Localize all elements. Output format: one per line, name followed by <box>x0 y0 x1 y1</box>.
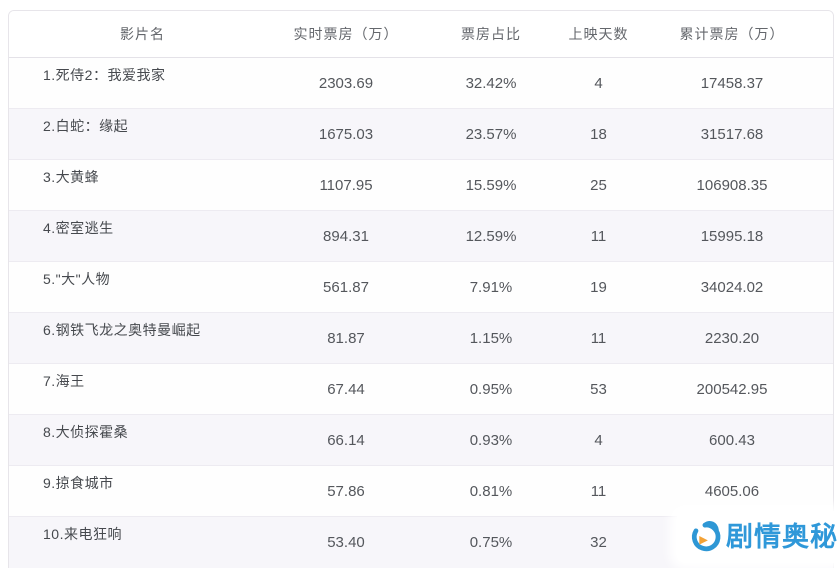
realtime-cell: 1675.03 <box>276 108 416 160</box>
days-cell: 4 <box>566 57 631 109</box>
share-cell: 0.95% <box>416 363 566 415</box>
col-header-boxoffice-share: 票房占比 <box>416 11 566 58</box>
table-body: 1.死侍2：我爱我家 2303.69 32.42% 4 17458.37 2.白… <box>9 57 833 568</box>
movie-name-cell: 2.白蛇：缘起 <box>9 108 276 160</box>
movie-name-cell: 6.钢铁飞龙之奥特曼崛起 <box>9 312 276 364</box>
share-cell: 0.75% <box>416 516 566 568</box>
movie-name-cell: 4.密室逃生 <box>9 210 276 262</box>
movie-name-cell: 5."大"人物 <box>9 261 276 313</box>
col-header-realtime-boxoffice: 实时票房（万） <box>276 11 416 58</box>
table-row: 9.掠食城市 57.86 0.81% 11 4605.06 <box>9 465 833 517</box>
table-row: 5."大"人物 561.87 7.91% 19 34024.02 <box>9 261 833 313</box>
total-cell: 106908.35 <box>631 159 833 211</box>
total-cell: 600.43 <box>631 414 833 466</box>
col-header-days-released: 上映天数 <box>566 11 631 58</box>
col-header-movie-name: 影片名 <box>9 11 276 58</box>
realtime-cell: 57.86 <box>276 465 416 517</box>
watermark: 剧情奥秘 <box>676 511 839 563</box>
table-row: 4.密室逃生 894.31 12.59% 11 15995.18 <box>9 210 833 262</box>
days-cell: 19 <box>566 261 631 313</box>
share-cell: 15.59% <box>416 159 566 211</box>
days-cell: 53 <box>566 363 631 415</box>
total-cell: 15995.18 <box>631 210 833 262</box>
header-row: 影片名 实时票房（万） 票房占比 上映天数 累计票房（万） <box>9 11 833 58</box>
total-cell: 200542.95 <box>631 363 833 415</box>
days-cell: 25 <box>566 159 631 211</box>
days-cell: 18 <box>566 108 631 160</box>
total-cell: 34024.02 <box>631 261 833 313</box>
play-swirl-icon <box>691 521 721 552</box>
share-cell: 0.81% <box>416 465 566 517</box>
realtime-cell: 2303.69 <box>276 57 416 109</box>
table-row: 8.大侦探霍桑 66.14 0.93% 4 600.43 <box>9 414 833 466</box>
share-cell: 1.15% <box>416 312 566 364</box>
days-cell: 11 <box>566 312 631 364</box>
days-cell: 32 <box>566 516 631 568</box>
realtime-cell: 1107.95 <box>276 159 416 211</box>
days-cell: 11 <box>566 465 631 517</box>
realtime-cell: 67.44 <box>276 363 416 415</box>
realtime-cell: 81.87 <box>276 312 416 364</box>
table-row: 7.海王 67.44 0.95% 53 200542.95 <box>9 363 833 415</box>
share-cell: 12.59% <box>416 210 566 262</box>
days-cell: 4 <box>566 414 631 466</box>
realtime-cell: 894.31 <box>276 210 416 262</box>
watermark-text: 剧情奥秘 <box>726 521 838 552</box>
total-cell: 2230.20 <box>631 312 833 364</box>
movie-name-cell: 3.大黄蜂 <box>9 159 276 211</box>
movie-name-cell: 8.大侦探霍桑 <box>9 414 276 466</box>
boxoffice-table: 影片名 实时票房（万） 票房占比 上映天数 累计票房（万） 1.死侍2：我爱我家… <box>9 11 833 568</box>
col-header-total-boxoffice: 累计票房（万） <box>631 11 833 58</box>
total-cell: 4605.06 <box>631 465 833 517</box>
share-cell: 32.42% <box>416 57 566 109</box>
movie-name-cell: 1.死侍2：我爱我家 <box>9 57 276 109</box>
table-row: 2.白蛇：缘起 1675.03 23.57% 18 31517.68 <box>9 108 833 160</box>
share-cell: 7.91% <box>416 261 566 313</box>
movie-name-cell: 9.掠食城市 <box>9 465 276 517</box>
table-row: 6.钢铁飞龙之奥特曼崛起 81.87 1.15% 11 2230.20 <box>9 312 833 364</box>
realtime-cell: 561.87 <box>276 261 416 313</box>
movie-name-cell: 7.海王 <box>9 363 276 415</box>
table-header: 影片名 实时票房（万） 票房占比 上映天数 累计票房（万） <box>9 11 833 58</box>
total-cell: 17458.37 <box>631 57 833 109</box>
realtime-cell: 66.14 <box>276 414 416 466</box>
movie-name-cell: 10.来电狂响 <box>9 516 276 568</box>
total-cell: 31517.68 <box>631 108 833 160</box>
table-row: 3.大黄蜂 1107.95 15.59% 25 106908.35 <box>9 159 833 211</box>
share-cell: 0.93% <box>416 414 566 466</box>
table-row: 1.死侍2：我爱我家 2303.69 32.42% 4 17458.37 <box>9 57 833 109</box>
boxoffice-table-container: 影片名 实时票房（万） 票房占比 上映天数 累计票房（万） 1.死侍2：我爱我家… <box>8 10 834 568</box>
share-cell: 23.57% <box>416 108 566 160</box>
days-cell: 11 <box>566 210 631 262</box>
realtime-cell: 53.40 <box>276 516 416 568</box>
